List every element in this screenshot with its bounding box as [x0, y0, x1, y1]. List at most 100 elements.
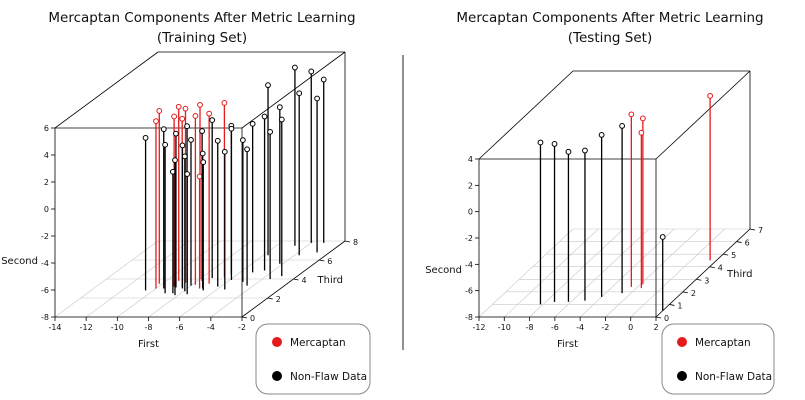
y-tick-label: 0	[250, 314, 255, 323]
z-tick-label: 4	[468, 155, 473, 164]
z-tick-label: 0	[468, 208, 473, 217]
chart-subtitle: (Testing Set)	[568, 30, 652, 46]
legend-mercaptan-marker	[677, 337, 687, 347]
data-point	[267, 128, 274, 135]
x-tick-label: -14	[48, 323, 61, 332]
data-point	[659, 234, 666, 240]
box-edge	[241, 51, 346, 129]
data-point	[188, 136, 194, 143]
y-tick-mark	[293, 278, 299, 281]
z-tick-label: -8	[465, 313, 473, 322]
grid-line	[478, 228, 574, 318]
grid-line	[630, 228, 725, 318]
box-edge	[655, 228, 751, 318]
y-axis-label: Third	[726, 269, 753, 280]
data-point	[179, 115, 186, 122]
z-axis-label: Second	[1, 256, 38, 267]
grid-line	[529, 228, 624, 318]
chart-subtitle: (Training Set)	[157, 30, 247, 46]
data-point	[196, 173, 203, 180]
y-tick-label: 0	[664, 314, 669, 323]
y-tick-mark	[682, 291, 688, 294]
y-tick-mark	[709, 266, 715, 269]
x-tick-label: -6	[176, 323, 184, 332]
data-point	[261, 113, 268, 120]
y-tick-mark	[319, 259, 325, 262]
z-tick-label: 2	[468, 181, 473, 190]
series-mercaptan	[628, 92, 714, 289]
data-point	[199, 128, 206, 134]
y-tick-mark	[669, 304, 675, 306]
x-tick-label: -8	[145, 323, 153, 332]
y-tick-label: 4	[718, 264, 723, 273]
chart-title: Mercaptan Components After Metric Learni…	[456, 10, 763, 26]
data-point	[582, 147, 588, 154]
y-tick-mark	[344, 240, 351, 243]
data-point	[181, 153, 188, 160]
training-set-chart: Mercaptan Components After Metric Learni…	[1, 10, 358, 350]
data-point	[221, 148, 228, 155]
x-tick-label: -10	[498, 323, 511, 332]
z-tick-label: -6	[465, 287, 473, 296]
grid-line	[579, 228, 675, 318]
data-point	[153, 118, 159, 124]
legend-mercaptan-marker	[272, 337, 282, 347]
legend-mercaptan-label: Mercaptan	[695, 337, 751, 349]
data-point	[228, 125, 235, 132]
z-tick-label: -6	[41, 286, 49, 295]
data-point	[537, 139, 544, 146]
data-point	[199, 150, 206, 157]
data-point	[296, 90, 303, 97]
x-tick-label: 2	[653, 323, 658, 332]
data-point	[276, 104, 283, 111]
x-tick-label: -2	[238, 323, 246, 332]
legend-nonflaw-marker	[677, 371, 687, 381]
box-edge	[54, 51, 159, 129]
data-point	[175, 103, 182, 110]
legend-training: Mercaptan Non-Flaw Data	[255, 323, 371, 395]
legend-mercaptan-label: Mercaptan	[290, 337, 346, 349]
y-tick-label: 4	[302, 276, 307, 285]
testing-set-chart: Mercaptan Components After Metric Learni…	[425, 10, 763, 350]
x-tick-label: -8	[526, 323, 534, 332]
x-tick-label: -12	[80, 323, 93, 332]
y-tick-label: 3	[704, 276, 709, 285]
data-point	[619, 122, 625, 129]
z-tick-label: -2	[41, 232, 49, 241]
y-tick-label: 5	[731, 251, 736, 260]
x-tick-label: 0	[628, 323, 633, 332]
x-tick-label: -4	[576, 323, 584, 332]
data-point	[214, 137, 221, 144]
x-axis-label: First	[557, 339, 578, 350]
y-tick-mark	[267, 297, 273, 300]
data-point	[221, 100, 228, 106]
data-point	[209, 117, 216, 123]
box-edge	[478, 70, 574, 160]
data-point	[707, 92, 714, 99]
data-point	[638, 129, 645, 136]
data-point	[565, 148, 572, 155]
y-tick-label: 7	[758, 226, 763, 235]
data-point	[156, 108, 163, 114]
y-tick-mark	[736, 241, 742, 243]
y-tick-label: 6	[745, 239, 750, 248]
data-point	[184, 171, 191, 177]
y-tick-label: 1	[677, 301, 682, 310]
z-tick-label: 6	[44, 124, 49, 133]
data-point	[184, 123, 190, 130]
data-point	[278, 116, 285, 123]
data-point	[639, 115, 646, 122]
data-point	[598, 132, 605, 138]
z-tick-label: -8	[41, 313, 49, 322]
data-point	[160, 126, 167, 133]
data-point	[173, 130, 179, 137]
data-point	[197, 101, 203, 108]
x-tick-label: -4	[207, 323, 215, 332]
data-point	[162, 141, 169, 148]
data-point	[320, 76, 327, 83]
y-tick-label: 8	[353, 238, 358, 247]
data-point	[172, 157, 178, 164]
data-point	[179, 142, 186, 149]
box-edge	[655, 70, 751, 160]
